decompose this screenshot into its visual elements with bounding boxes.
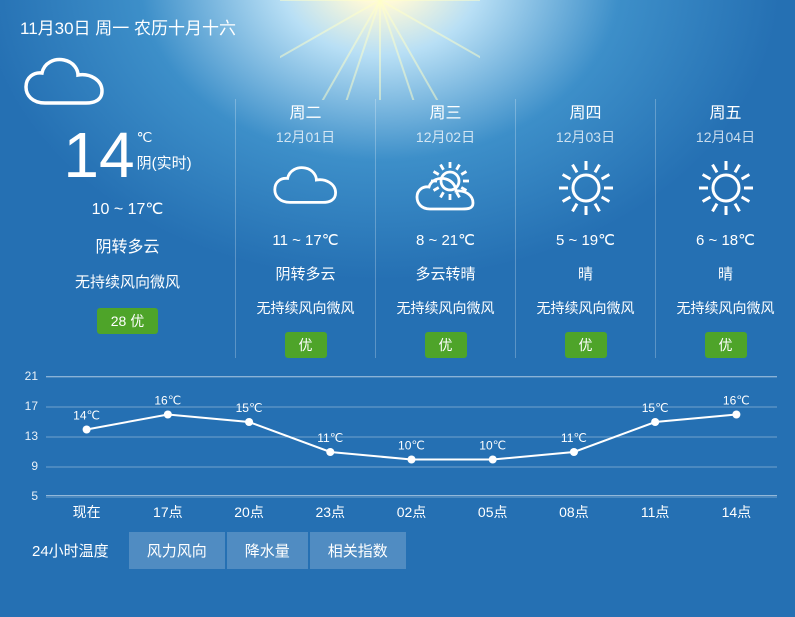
forecast-wind: 无持续风向微风 bbox=[520, 298, 651, 318]
today-panel: 14 ℃ 阴(实时) 10 ~ 17℃ 阴转多云 无持续风向微风 28 优 bbox=[20, 47, 235, 358]
svg-text:16℃: 16℃ bbox=[723, 394, 750, 408]
forecast-day-name: 周四 bbox=[520, 99, 651, 123]
forecast-wind: 无持续风向微风 bbox=[660, 298, 791, 318]
tab-3[interactable]: 相关指数 bbox=[310, 532, 406, 569]
forecast-day[interactable]: 周四 12月03日 5 ~ 19℃ 晴 无持续风向微风 优 bbox=[515, 99, 655, 358]
svg-text:16℃: 16℃ bbox=[154, 394, 181, 408]
forecast-temp-range: 11 ~ 17℃ bbox=[240, 231, 371, 249]
current-condition-live: 阴(实时) bbox=[137, 152, 192, 173]
chart-x-axis: 现在17点20点23点02点05点08点11点14点 bbox=[46, 502, 777, 526]
forecast-aqi-badge: 优 bbox=[705, 332, 747, 358]
header-date: 11月30日 周一 农历十月十六 bbox=[0, 0, 795, 47]
y-tick: 21 bbox=[25, 369, 38, 383]
y-tick: 5 bbox=[31, 489, 38, 503]
forecast-temp-range: 6 ~ 18℃ bbox=[660, 231, 791, 249]
svg-text:11℃: 11℃ bbox=[317, 431, 343, 445]
forecast-temp-range: 5 ~ 19℃ bbox=[520, 231, 651, 249]
x-label: 02点 bbox=[371, 502, 452, 526]
forecast-day-date: 12月04日 bbox=[660, 127, 791, 147]
chart-tabs: 24小时温度风力风向降水量相关指数 bbox=[14, 532, 795, 569]
svg-text:11℃: 11℃ bbox=[561, 431, 587, 445]
svg-text:15℃: 15℃ bbox=[642, 401, 669, 415]
forecast-day-date: 12月02日 bbox=[380, 127, 511, 147]
forecast-row: 周二 12月01日 11 ~ 17℃ 阴转多云 无持续风向微风 优 周三 12月… bbox=[235, 47, 795, 358]
forecast-condition: 晴 bbox=[520, 263, 651, 284]
forecast-day-name: 周三 bbox=[380, 99, 511, 123]
today-temp-range: 10 ~ 17℃ bbox=[20, 199, 235, 219]
x-label: 14点 bbox=[696, 502, 777, 526]
tab-0[interactable]: 24小时温度 bbox=[14, 532, 127, 569]
forecast-day[interactable]: 周二 12月01日 11 ~ 17℃ 阴转多云 无持续风向微风 优 bbox=[235, 99, 375, 358]
forecast-condition: 多云转晴 bbox=[380, 263, 511, 284]
forecast-day[interactable]: 周三 12月02日 8 ~ 21℃ 多云转晴 无持续风向微风 优 bbox=[375, 99, 515, 358]
svg-text:10℃: 10℃ bbox=[398, 439, 425, 453]
x-label: 23点 bbox=[290, 502, 371, 526]
svg-text:14℃: 14℃ bbox=[73, 409, 100, 423]
svg-text:10℃: 10℃ bbox=[479, 439, 506, 453]
forecast-day[interactable]: 周五 12月04日 6 ~ 18℃ 晴 无持续风向微风 优 bbox=[655, 99, 795, 358]
forecast-condition: 阴转多云 bbox=[240, 263, 371, 284]
cloud-icon bbox=[240, 159, 371, 217]
hourly-chart: 59131721 14℃16℃15℃11℃10℃10℃11℃15℃16℃ 现在1… bbox=[12, 376, 783, 526]
forecast-day-date: 12月03日 bbox=[520, 127, 651, 147]
today-condition: 阴转多云 bbox=[20, 233, 235, 257]
partly-sunny-icon bbox=[380, 159, 511, 217]
tab-2[interactable]: 降水量 bbox=[227, 532, 308, 569]
sunny-icon bbox=[520, 159, 651, 217]
forecast-aqi-badge: 优 bbox=[425, 332, 467, 358]
forecast-wind: 无持续风向微风 bbox=[380, 298, 511, 318]
forecast-day-name: 周二 bbox=[240, 99, 371, 123]
x-label: 08点 bbox=[533, 502, 614, 526]
y-tick: 9 bbox=[31, 459, 38, 473]
temp-unit: ℃ bbox=[137, 129, 192, 146]
forecast-temp-range: 8 ~ 21℃ bbox=[380, 231, 511, 249]
x-label: 11点 bbox=[615, 502, 696, 526]
svg-text:15℃: 15℃ bbox=[236, 401, 263, 415]
chart-plot-area: 14℃ 16℃ 15℃ 11℃ 10℃ 10℃ 11℃ 15℃ 16℃ bbox=[46, 376, 777, 496]
forecast-condition: 晴 bbox=[660, 263, 791, 284]
forecast-aqi-badge: 优 bbox=[565, 332, 607, 358]
today-aqi-badge: 28 优 bbox=[97, 308, 158, 334]
x-label: 05点 bbox=[452, 502, 533, 526]
tab-1[interactable]: 风力风向 bbox=[129, 532, 225, 569]
x-label: 17点 bbox=[127, 502, 208, 526]
cloud-icon bbox=[20, 55, 235, 115]
x-label: 20点 bbox=[208, 502, 289, 526]
forecast-day-name: 周五 bbox=[660, 99, 791, 123]
y-tick: 13 bbox=[25, 429, 38, 443]
forecast-day-date: 12月01日 bbox=[240, 127, 371, 147]
forecast-aqi-badge: 优 bbox=[285, 332, 327, 358]
y-tick: 17 bbox=[25, 399, 38, 413]
today-wind: 无持续风向微风 bbox=[20, 271, 235, 292]
x-label: 现在 bbox=[46, 502, 127, 526]
sunny-icon bbox=[660, 159, 791, 217]
forecast-wind: 无持续风向微风 bbox=[240, 298, 371, 318]
current-temp: 14 bbox=[63, 123, 134, 187]
